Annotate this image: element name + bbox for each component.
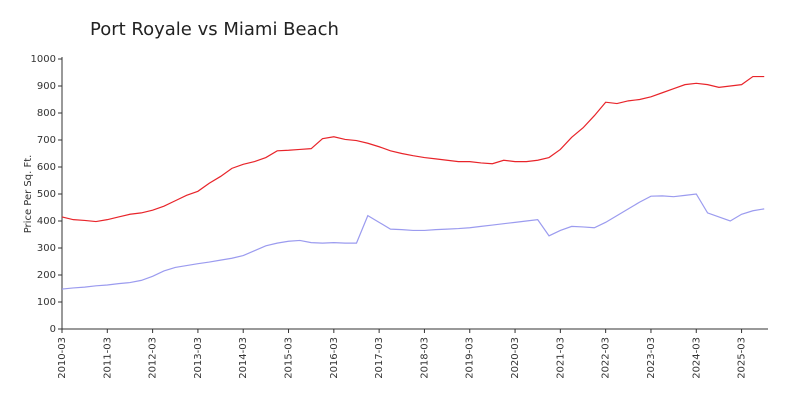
y-tick-label: 300 — [37, 243, 56, 254]
y-tick-label: 900 — [37, 81, 56, 92]
y-tick-label: 0 — [50, 324, 56, 335]
x-tick-label: 2015-03 — [284, 337, 295, 379]
series-line — [61, 193, 765, 290]
y-tick-label: 800 — [37, 108, 56, 119]
y-tick-label: 100 — [37, 297, 56, 308]
x-tick-label: 2018-03 — [419, 337, 430, 379]
y-tick-label: 200 — [37, 270, 56, 281]
x-tick-label: 2010-03 — [57, 337, 68, 379]
x-tick-label: 2024-03 — [691, 337, 702, 379]
y-tick-label: 400 — [37, 216, 56, 227]
x-tick-label: 2020-03 — [510, 337, 521, 379]
x-tick-label: 2021-03 — [555, 337, 566, 379]
chart-title: Port Royale vs Miami Beach — [90, 19, 339, 40]
x-tick-label: 2017-03 — [374, 337, 385, 379]
y-tick-label: 600 — [37, 162, 56, 173]
y-axis-label: Price Per Sq. Ft. — [23, 155, 34, 234]
y-tick-label: 500 — [37, 189, 56, 200]
y-tick-label: 700 — [37, 135, 56, 146]
y-tick-label: 1000 — [31, 54, 56, 65]
x-tick-label: 2022-03 — [601, 337, 612, 379]
x-tick-label: 2016-03 — [329, 337, 340, 379]
x-tick-label: 2014-03 — [238, 337, 249, 379]
x-tick-label: 2023-03 — [646, 337, 657, 379]
x-tick-label: 2011-03 — [102, 337, 113, 379]
x-tick-label: 2012-03 — [148, 337, 159, 379]
x-tick-label: 2019-03 — [465, 337, 476, 379]
series-line — [61, 75, 765, 223]
x-tick-label: 2013-03 — [193, 337, 204, 379]
x-tick-label: 2025-03 — [737, 337, 748, 379]
